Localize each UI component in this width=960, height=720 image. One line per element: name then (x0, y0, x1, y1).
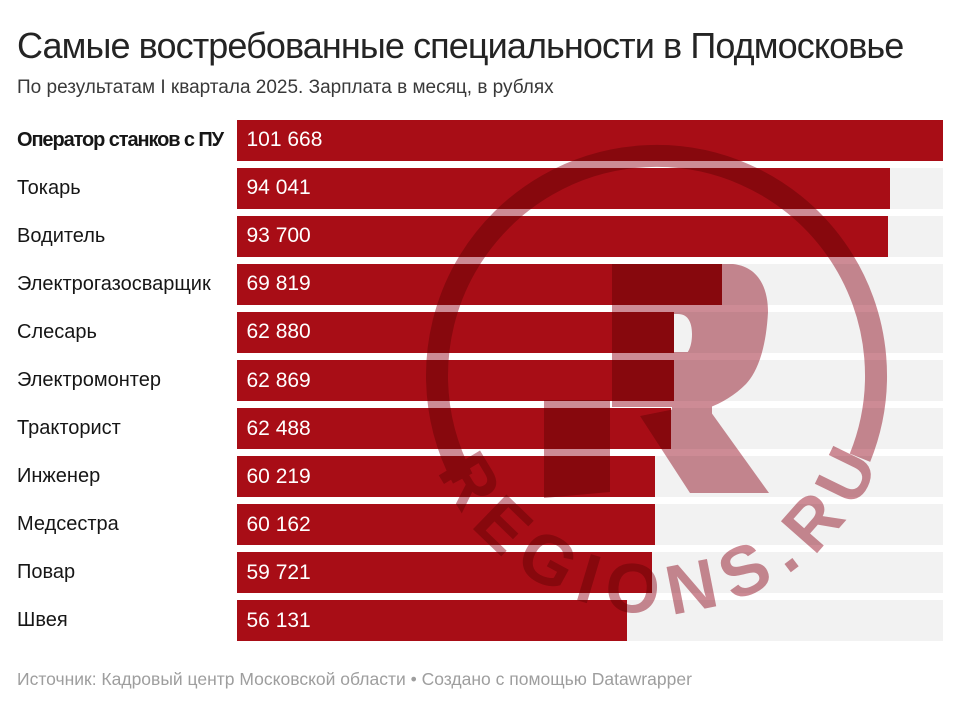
svg-text:REGIONS.RU: REGIONS.RU (423, 424, 897, 631)
